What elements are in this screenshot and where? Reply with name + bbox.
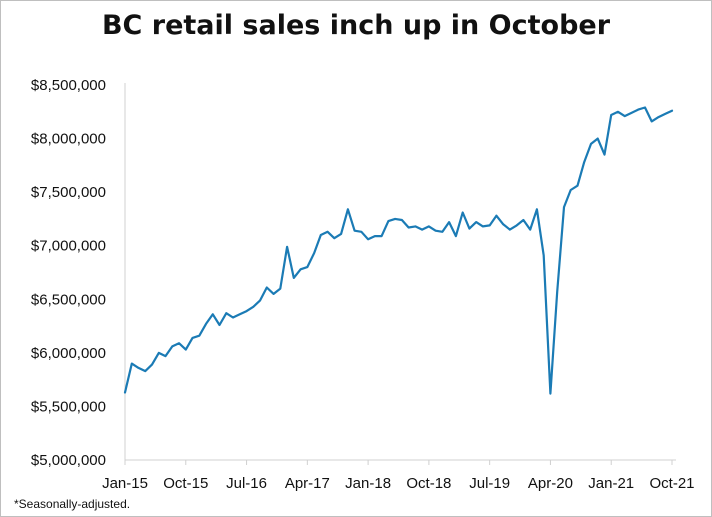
- y-axis: $5,000,000 $5,500,000 $6,000,000 $6,500,000…: [31, 77, 126, 469]
- footnote: *Seasonally-adjusted.: [14, 497, 131, 511]
- x-tick-label: Jan-21: [588, 475, 634, 492]
- y-tick-label: $5,000,000: [31, 452, 106, 469]
- retail-sales-line: [123, 106, 674, 395]
- y-tick-label: $7,500,000: [31, 184, 106, 201]
- x-tick-label: Jul-16: [226, 475, 267, 492]
- chart-title: BC retail sales inch up in October: [101, 10, 611, 41]
- series-layer: [123, 106, 674, 395]
- y-tick-label: $8,500,000: [31, 77, 106, 94]
- y-tick-label: $6,000,000: [31, 345, 106, 362]
- x-axis: Jan-15 Oct-15 Jul-16 Apr-17 Jan-18 Oct-18 Jul-…: [102, 459, 695, 492]
- x-tick-label: Jan-18: [345, 475, 391, 492]
- x-tick-label: Jul-19: [469, 475, 510, 492]
- x-tick-label: Oct-21: [649, 475, 694, 492]
- y-tick-label: $5,500,000: [31, 398, 106, 415]
- y-tick-label: $8,000,000: [31, 131, 106, 148]
- y-tick-label: $6,500,000: [31, 291, 106, 308]
- y-tick-label: $7,000,000: [31, 238, 106, 255]
- x-tick-label: Apr-17: [285, 475, 330, 492]
- x-tick-label: Apr-20: [528, 475, 573, 492]
- x-tick-label: Oct-18: [406, 475, 451, 492]
- x-tick-label: Jan-15: [102, 475, 148, 492]
- x-tick-label: Oct-15: [163, 475, 208, 492]
